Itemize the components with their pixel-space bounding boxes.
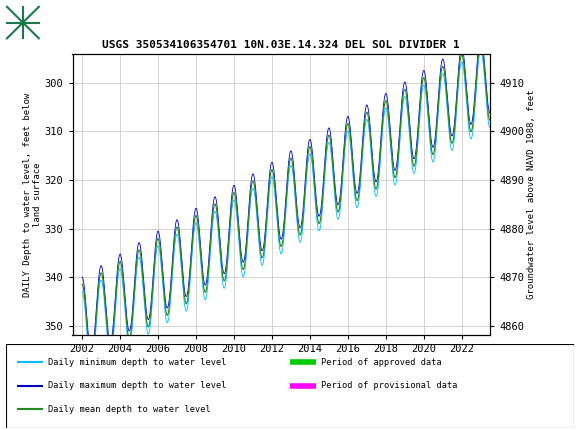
Text: Daily mean depth to water level: Daily mean depth to water level — [49, 405, 211, 414]
Text: Period of approved data: Period of approved data — [321, 358, 442, 367]
Title: USGS 350534106354701 10N.03E.14.324 DEL SOL DIVIDER 1: USGS 350534106354701 10N.03E.14.324 DEL … — [103, 40, 460, 50]
Text: Daily minimum depth to water level: Daily minimum depth to water level — [49, 358, 227, 367]
Y-axis label: DAILY Depth to water level, feet below
land surface: DAILY Depth to water level, feet below l… — [23, 92, 42, 297]
Text: USGS: USGS — [44, 12, 99, 31]
Bar — [7, 7, 39, 38]
Text: Daily maximum depth to water level: Daily maximum depth to water level — [49, 381, 227, 390]
Y-axis label: Groundwater level above NAVD 1988, feet: Groundwater level above NAVD 1988, feet — [527, 90, 536, 299]
Text: Period of provisional data: Period of provisional data — [321, 381, 458, 390]
